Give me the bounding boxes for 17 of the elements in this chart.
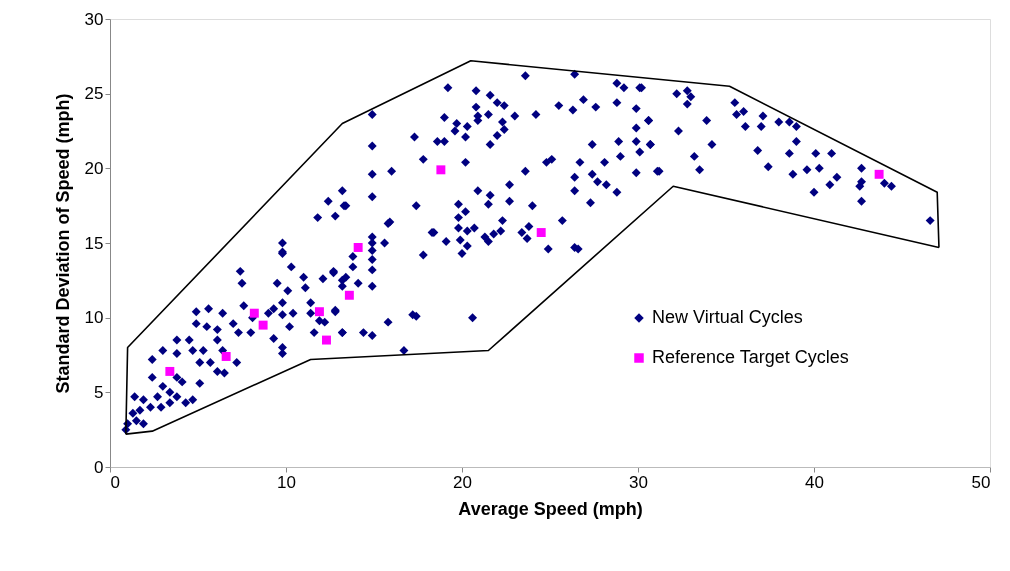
y-tick-label: 10: [84, 308, 104, 328]
x-tick-label: 20: [453, 472, 472, 492]
x-tick-label: 40: [805, 472, 824, 492]
x-tick-label: 10: [277, 472, 296, 492]
y-tick-label: 5: [94, 382, 104, 402]
y-tick-label: 25: [84, 84, 104, 104]
legend-label: New Virtual Cycles: [652, 307, 803, 327]
y-tick-label: 30: [84, 9, 104, 29]
x-axis-title: Average Speed (mph): [458, 498, 643, 519]
y-tick-label: 20: [84, 158, 104, 178]
x-tick-label: 50: [971, 472, 991, 492]
legend-label: Reference Target Cycles: [652, 347, 849, 367]
x-tick-label: 30: [629, 472, 648, 492]
y-axis-title: Standard Deviation of Speed (mph): [52, 93, 73, 394]
x-tick-label: 0: [110, 472, 120, 492]
y-tick-label: 0: [94, 457, 104, 477]
y-tick-label: 15: [84, 233, 104, 253]
